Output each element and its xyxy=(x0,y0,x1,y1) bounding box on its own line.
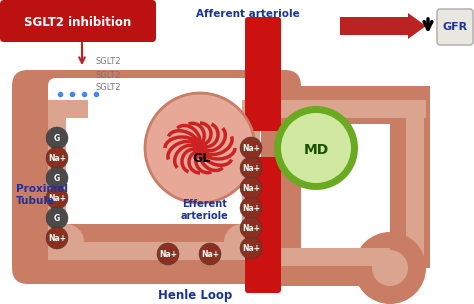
Text: Na+: Na+ xyxy=(242,164,260,173)
Circle shape xyxy=(240,197,262,219)
Circle shape xyxy=(281,113,351,183)
Text: GL: GL xyxy=(193,151,211,164)
Text: Na+: Na+ xyxy=(159,250,177,259)
Text: SGLT2: SGLT2 xyxy=(96,57,121,67)
FancyBboxPatch shape xyxy=(245,157,281,293)
Circle shape xyxy=(157,243,179,265)
Text: G: G xyxy=(54,174,60,183)
Bar xyxy=(242,100,260,258)
FancyBboxPatch shape xyxy=(437,9,473,45)
Bar xyxy=(262,100,426,118)
Text: G: G xyxy=(54,214,60,223)
Bar xyxy=(406,100,424,268)
Circle shape xyxy=(354,232,426,304)
Circle shape xyxy=(46,167,68,189)
Text: Na+: Na+ xyxy=(242,184,260,193)
Text: SGLT2: SGLT2 xyxy=(96,84,121,92)
Circle shape xyxy=(240,237,262,259)
Text: GFR: GFR xyxy=(442,22,467,32)
Circle shape xyxy=(240,240,284,284)
Text: Na+: Na+ xyxy=(242,144,260,153)
Text: Efferent
arteriole: Efferent arteriole xyxy=(181,199,229,221)
Bar xyxy=(260,248,392,286)
Text: Na+: Na+ xyxy=(242,224,260,233)
Circle shape xyxy=(145,93,255,203)
FancyBboxPatch shape xyxy=(0,0,156,42)
Text: Na+: Na+ xyxy=(48,234,66,243)
Circle shape xyxy=(24,240,68,284)
Circle shape xyxy=(46,147,68,169)
Circle shape xyxy=(240,157,262,179)
Text: Henle Loop: Henle Loop xyxy=(158,288,232,302)
Text: Afferent arteriole: Afferent arteriole xyxy=(196,9,300,19)
Circle shape xyxy=(240,217,262,239)
Bar xyxy=(246,86,426,124)
Bar xyxy=(390,86,430,268)
Circle shape xyxy=(46,227,68,249)
Text: SGLT2 inhibition: SGLT2 inhibition xyxy=(24,16,132,29)
Circle shape xyxy=(274,106,358,190)
Circle shape xyxy=(240,137,262,159)
Bar xyxy=(48,100,88,118)
Text: Na+: Na+ xyxy=(201,250,219,259)
Text: G: G xyxy=(54,134,60,143)
Circle shape xyxy=(46,207,68,229)
FancyArrow shape xyxy=(340,13,426,39)
Bar xyxy=(48,100,66,258)
Text: Proximal
Tubule: Proximal Tubule xyxy=(16,184,68,206)
Text: SGLT2: SGLT2 xyxy=(96,71,121,80)
Circle shape xyxy=(224,224,260,260)
Circle shape xyxy=(372,250,408,286)
Circle shape xyxy=(240,177,262,199)
FancyBboxPatch shape xyxy=(245,17,281,131)
FancyBboxPatch shape xyxy=(12,70,301,284)
Bar xyxy=(262,248,390,266)
FancyBboxPatch shape xyxy=(48,78,261,224)
Text: Na+: Na+ xyxy=(242,244,260,253)
Text: Na+: Na+ xyxy=(48,154,66,163)
Bar xyxy=(48,242,256,260)
Text: Na+: Na+ xyxy=(242,204,260,213)
Circle shape xyxy=(48,224,84,260)
Circle shape xyxy=(199,243,221,265)
Bar xyxy=(28,86,88,124)
Circle shape xyxy=(46,187,68,209)
Text: MD: MD xyxy=(303,143,328,157)
Circle shape xyxy=(46,127,68,149)
Text: Na+: Na+ xyxy=(48,194,66,203)
